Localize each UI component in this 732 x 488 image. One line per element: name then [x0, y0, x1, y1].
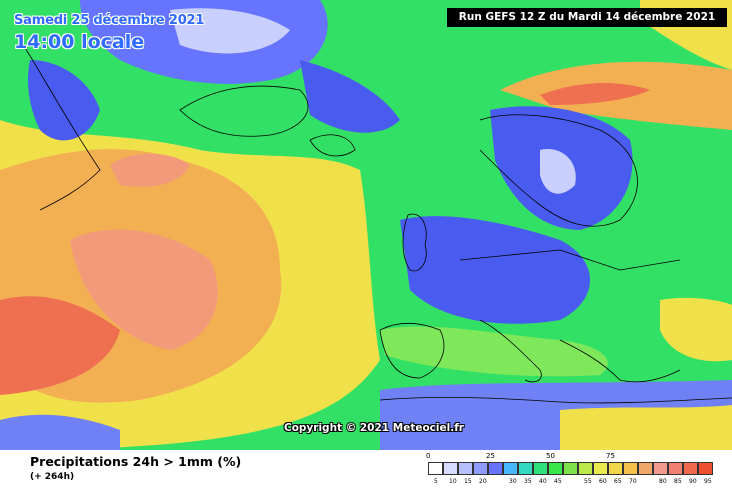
legend-minor-tick: 85 [674, 478, 682, 485]
legend-minor-tick: 35 [524, 478, 532, 485]
legend-swatch [503, 462, 518, 475]
legend-minor-tick: 70 [629, 478, 637, 485]
legend-minor-tick: 55 [584, 478, 592, 485]
southwest-blue [0, 414, 120, 450]
atlantic-salmon-zone-center [70, 229, 218, 350]
legend-swatch [473, 462, 488, 475]
legend-swatch [578, 462, 593, 475]
legend-swatch [668, 462, 683, 475]
legend-major-tick: 0 [426, 452, 431, 460]
mediterranean-light-green [380, 326, 608, 377]
legend-minor-tick: 90 [689, 478, 697, 485]
country-borders [459, 249, 681, 271]
legend-minor-tick: 30 [509, 478, 517, 485]
norway-coast-red [540, 83, 650, 105]
sweden-light-zone [540, 149, 576, 194]
forecast-date: Samedi 25 décembre 2021 [14, 13, 205, 28]
legend-swatch [518, 462, 533, 475]
legend-bar: Precipitations 24h > 1mm (%) (+ 264h) 0 2… [0, 450, 732, 488]
legend-swatch [563, 462, 578, 475]
legend-minor-tick: 20 [479, 478, 487, 485]
copyright-notice: Copyright © 2021 Meteociel.fr [284, 422, 464, 434]
legend-swatch [638, 462, 653, 475]
europe-central-blue [400, 216, 590, 324]
legend-swatch [428, 462, 443, 475]
legend-minor-tick: 80 [659, 478, 667, 485]
baffin-coast [19, 39, 101, 211]
legend-swatch [683, 462, 698, 475]
legend-swatch [548, 462, 563, 475]
greenland-light-zone [170, 8, 290, 54]
greenland-south-salmon [110, 153, 190, 187]
legend-major-tick: 50 [546, 452, 555, 460]
balkans-coast [559, 339, 681, 383]
legend-swatch [458, 462, 473, 475]
atlantic-red-zone-southwest [0, 296, 120, 395]
model-run-banner: Run GEFS 12 Z du Mardi 14 décembre 2021 [447, 8, 727, 27]
legend-minor-tick: 5 [434, 478, 438, 485]
legend-major-tick: 25 [486, 452, 495, 460]
legend-swatch [488, 462, 503, 475]
legend-swatch [593, 462, 608, 475]
product-title: Precipitations 24h > 1mm (%) [30, 454, 242, 469]
legend-swatch [533, 462, 548, 475]
legend-swatch [443, 462, 458, 475]
coastlines [19, 39, 732, 404]
italy-coast [479, 319, 542, 383]
legend-swatch [698, 462, 713, 475]
legend-minor-tick: 15 [464, 478, 472, 485]
forecast-time: 14:00 locale [14, 31, 145, 53]
iceland-coast [309, 134, 356, 157]
legend-swatch [653, 462, 668, 475]
iceland-sea-blue [300, 60, 400, 133]
iberia-coast [379, 322, 445, 379]
north-africa-coast [379, 396, 732, 404]
legend-minor-tick: 10 [449, 478, 457, 485]
legend-major-tick: 75 [606, 452, 615, 460]
lead-time: (+ 264h) [30, 472, 75, 482]
color-scale: 0 25 50 75 5 10 15 20 30 35 40 45 55 60 65 70 80 85 90 95 [426, 450, 720, 488]
baffin-blue [28, 60, 100, 141]
legend-minor-tick: 45 [554, 478, 562, 485]
legend-minor-tick: 65 [614, 478, 622, 485]
africa-yellow [560, 405, 732, 450]
british-isles-coast [402, 213, 427, 272]
legend-swatch [623, 462, 638, 475]
legend-minor-tick: 40 [539, 478, 547, 485]
greenland-coast [179, 85, 309, 137]
precipitation-probability-map [0, 0, 732, 450]
legend-minor-tick: 60 [599, 478, 607, 485]
scandinavia-coast [479, 114, 638, 227]
legend-minor-tick: 95 [704, 478, 712, 485]
legend-swatch [608, 462, 623, 475]
turkey-yellow [660, 297, 732, 362]
